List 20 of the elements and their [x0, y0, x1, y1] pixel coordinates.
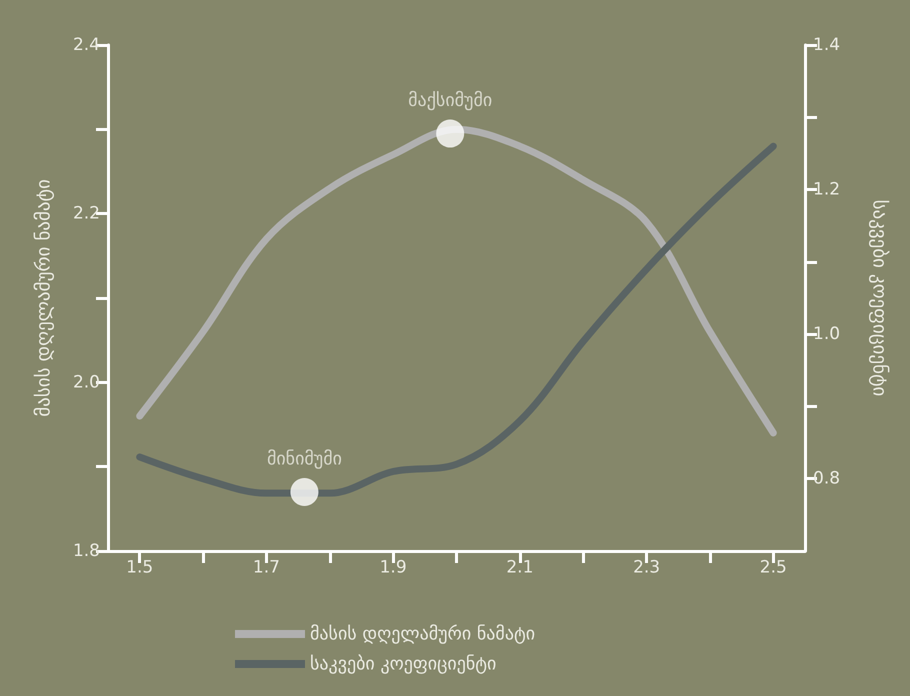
- y2-tick-label: 1.2: [813, 180, 840, 200]
- legend-label: საკვები კოეფიციენტი: [310, 654, 496, 674]
- y-tick-label: 2.0: [72, 372, 100, 392]
- x-tick-label: 2.1: [506, 558, 534, 578]
- annotation: მინიმუმი: [266, 448, 342, 470]
- x-tick-label: 1.7: [252, 558, 280, 578]
- y2-tick-label: 0.8: [813, 468, 840, 489]
- y-axis-title: მასის დღელამური ნამატი: [32, 179, 54, 417]
- legend-label: მასის დღელამური ნამატი: [310, 624, 536, 644]
- y-tick-label: 1.8: [72, 541, 100, 561]
- annotation: მაქსიმუმი: [408, 90, 492, 112]
- y-tick-label: 2.4: [72, 35, 100, 55]
- y-tick-label: 2.2: [72, 204, 100, 224]
- y2-axis-title: საკვები კოეფიციენტი: [868, 200, 890, 396]
- x-tick-label: 1.5: [126, 558, 154, 578]
- x-tick-label: 1.9: [380, 558, 407, 578]
- y2-tick-label: 1.4: [813, 35, 840, 55]
- x-tick-label: 2.5: [760, 558, 787, 578]
- x-tick-label: 2.3: [633, 558, 660, 578]
- y2-tick-label: 1.0: [813, 324, 840, 344]
